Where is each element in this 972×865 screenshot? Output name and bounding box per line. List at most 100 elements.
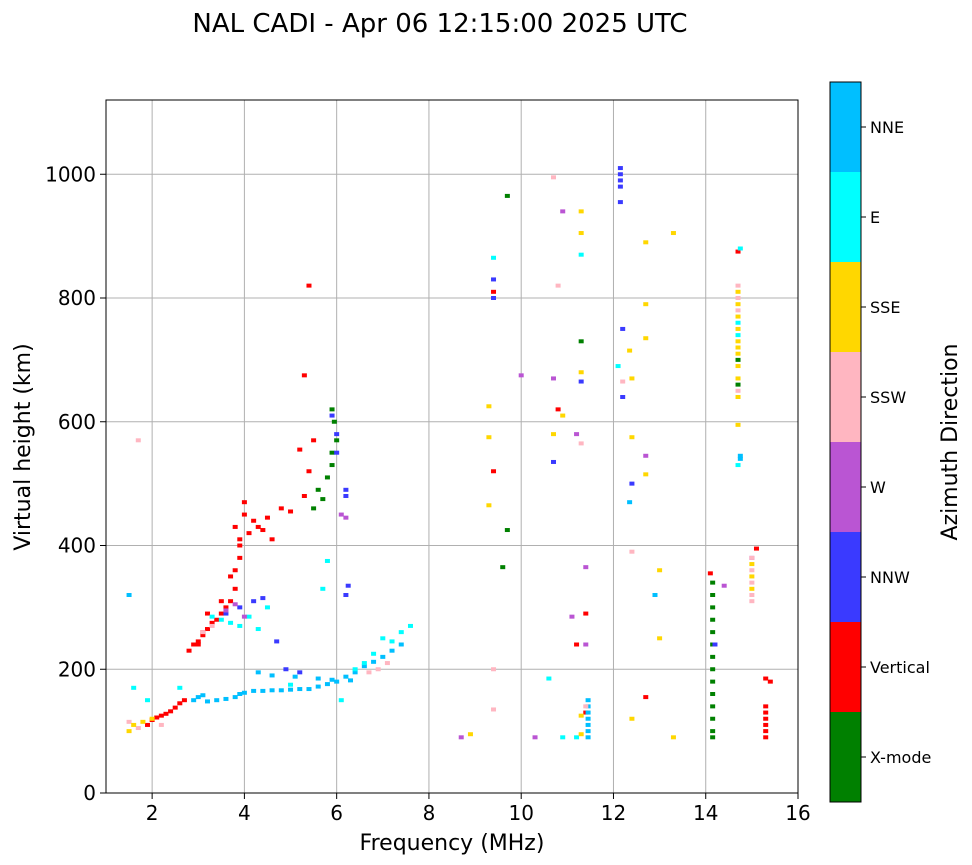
point-e <box>145 698 151 703</box>
point-vertical <box>763 729 769 734</box>
point-nne <box>324 682 330 687</box>
colorbar-label: Azimuth Direction <box>938 343 963 540</box>
y-tick-label: 600 <box>58 410 96 434</box>
point-nne <box>348 678 354 683</box>
point-vertical <box>158 713 164 718</box>
colorbar-segment <box>830 172 861 262</box>
point-nne <box>380 654 386 659</box>
point-x-mode <box>504 528 510 533</box>
point-vertical <box>767 679 773 684</box>
colorbar-segment <box>830 82 861 172</box>
point-ssw <box>491 707 497 712</box>
point-x-mode <box>311 506 317 511</box>
point-nne <box>585 729 591 734</box>
point-sse <box>140 719 146 724</box>
point-nnw <box>334 432 340 437</box>
point-sse <box>578 209 584 214</box>
point-e <box>352 667 358 672</box>
point-sse <box>749 574 755 579</box>
colorbar-tick-label: Vertical <box>870 658 930 677</box>
point-ssw <box>735 283 741 288</box>
point-nne <box>255 670 261 675</box>
point-nne <box>737 456 743 461</box>
point-ssw <box>749 555 755 560</box>
point-nne <box>306 687 312 692</box>
point-vertical <box>269 537 275 542</box>
point-e <box>338 698 344 703</box>
point-e <box>735 463 741 468</box>
point-sse <box>629 376 635 381</box>
point-vertical <box>311 438 317 443</box>
point-e <box>264 605 270 610</box>
point-ssw <box>735 388 741 393</box>
point-nnw <box>334 450 340 455</box>
x-tick-label: 8 <box>423 801 436 825</box>
point-x-mode <box>710 679 716 684</box>
y-tick-label: 0 <box>83 781 96 805</box>
point-w <box>232 602 238 607</box>
point-x-mode <box>315 487 321 492</box>
point-nnw <box>283 667 289 672</box>
point-sse <box>735 289 741 294</box>
point-w <box>583 642 589 647</box>
point-nnw <box>617 200 623 205</box>
point-e <box>255 627 261 632</box>
point-sse <box>467 732 473 737</box>
point-nnw <box>251 599 257 604</box>
x-axis-ticks: 2 4 6 8 10 12 14 16 <box>146 793 811 825</box>
point-ssw <box>135 438 141 443</box>
x-tick-label: 6 <box>330 801 343 825</box>
point-ssw <box>384 661 390 666</box>
point-vertical <box>574 642 580 647</box>
point-x-mode <box>710 716 716 721</box>
point-x-mode <box>320 497 326 502</box>
point-x-mode <box>710 580 716 585</box>
colorbar-segment <box>830 352 861 442</box>
chart-title: NAL CADI - Apr 06 12:15:00 2025 UTC <box>192 9 687 39</box>
point-e <box>389 639 395 644</box>
point-nne <box>237 692 243 696</box>
colorbar-segment <box>830 622 861 712</box>
point-e <box>735 333 741 338</box>
y-tick-label: 200 <box>58 657 96 681</box>
x-tick-label: 14 <box>693 801 718 825</box>
point-nne <box>288 687 294 692</box>
point-vertical <box>191 642 197 647</box>
point-nnw <box>620 395 626 399</box>
point-x-mode <box>504 193 510 198</box>
point-ssw <box>735 296 741 300</box>
point-e <box>615 364 621 369</box>
point-ssw <box>578 441 584 446</box>
point-ssw <box>735 308 741 313</box>
point-w <box>560 209 566 214</box>
point-vertical <box>195 639 201 644</box>
point-vertical <box>154 715 160 720</box>
point-vertical <box>583 611 589 616</box>
point-vertical <box>491 469 497 474</box>
colorbar: X-mode Vertical NNW W SSW SSE E NNE <box>830 82 931 802</box>
point-w <box>338 512 344 517</box>
colorbar-tick-label: NNW <box>870 568 910 587</box>
colorbar-segment <box>830 532 861 622</box>
point-nnw <box>617 172 623 177</box>
point-e <box>177 685 183 690</box>
point-vertical <box>297 447 303 452</box>
point-e <box>737 246 743 251</box>
point-e <box>560 735 566 740</box>
point-vertical <box>735 249 741 254</box>
point-nne <box>195 695 201 700</box>
point-vertical <box>763 704 769 709</box>
point-ssw <box>135 726 141 731</box>
colorbar-segment <box>830 442 861 532</box>
point-sse <box>149 716 155 721</box>
y-tick-label: 800 <box>58 286 96 310</box>
point-nnw <box>617 166 623 171</box>
point-vertical <box>163 711 169 716</box>
point-nne <box>389 648 395 653</box>
x-tick-label: 4 <box>238 801 251 825</box>
point-sse <box>657 568 663 573</box>
point-ssw <box>366 670 372 675</box>
point-nne <box>232 695 238 700</box>
point-sse <box>486 435 492 440</box>
point-vertical <box>204 627 210 632</box>
